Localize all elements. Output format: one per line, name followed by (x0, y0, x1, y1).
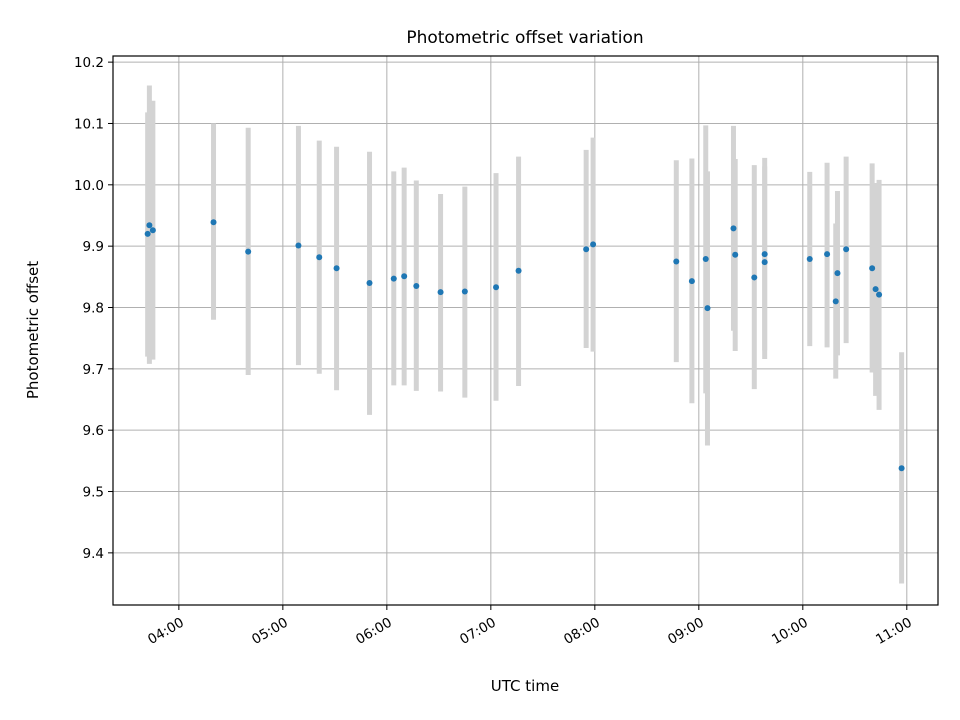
data-point (704, 305, 711, 312)
data-point (732, 251, 739, 258)
chart-title: Photometric offset variation (406, 28, 643, 48)
y-axis-label: Photometric offset (24, 261, 42, 399)
data-point (730, 225, 737, 232)
data-point (461, 288, 468, 295)
data-point (333, 265, 340, 272)
data-point (437, 289, 444, 296)
y-tick-label: 10.0 (74, 178, 104, 194)
y-axis: 9.4 9.5 9.6 9.7 9.8 9.9 10.0 10.1 10.2 (74, 55, 113, 562)
data-point (702, 256, 709, 263)
x-axis-label: UTC time (491, 677, 559, 695)
data-point (872, 286, 879, 293)
data-point (583, 246, 590, 253)
data-point (898, 465, 905, 472)
y-tick-label: 9.7 (83, 362, 104, 378)
data-point (493, 284, 500, 291)
data-point (751, 274, 758, 281)
data-point (688, 278, 695, 285)
data-point (843, 246, 850, 253)
data-point (401, 273, 408, 280)
y-tick-label: 9.8 (83, 300, 104, 316)
data-point (295, 242, 302, 249)
data-point (245, 248, 252, 255)
data-point (149, 227, 156, 234)
plot-frame (112, 55, 939, 606)
data-point (590, 241, 597, 248)
y-tick-label: 10.2 (74, 55, 104, 71)
y-tick-label: 9.4 (83, 546, 104, 562)
y-tick-label: 9.9 (83, 239, 104, 255)
data-point (806, 256, 813, 263)
data-point (515, 267, 522, 274)
data-points (144, 219, 905, 472)
data-point (824, 251, 831, 258)
y-tick-label: 10.1 (74, 116, 104, 132)
data-point (316, 254, 323, 261)
y-tick-label: 9.5 (83, 485, 104, 501)
y-tick-label: 9.6 (83, 423, 104, 439)
data-point (869, 265, 876, 272)
data-point (673, 258, 680, 265)
data-point (832, 298, 839, 305)
data-point (876, 291, 883, 298)
data-point (366, 279, 373, 286)
data-point (413, 283, 420, 290)
data-point (210, 219, 217, 226)
data-point (390, 275, 397, 282)
data-point (144, 230, 151, 237)
data-point (761, 251, 768, 258)
data-point (834, 270, 841, 277)
data-point (761, 259, 768, 266)
data-point (146, 222, 153, 229)
